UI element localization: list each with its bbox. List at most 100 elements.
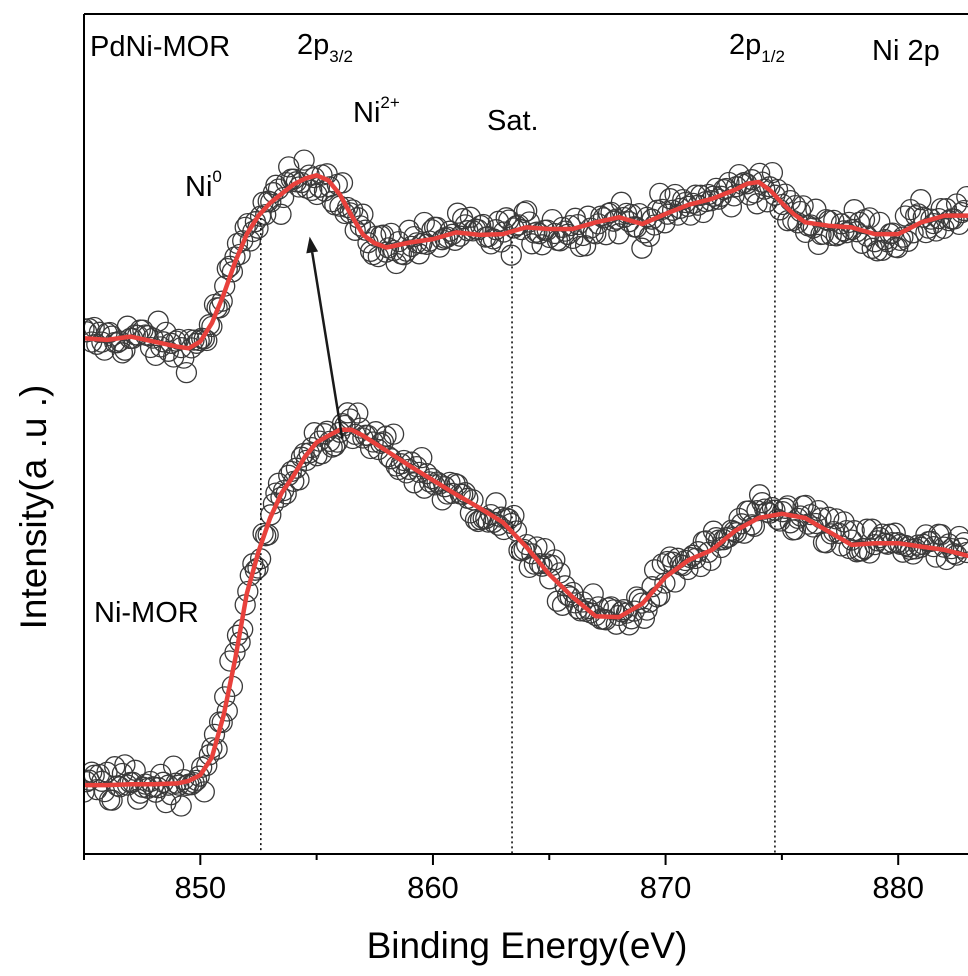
data-point	[656, 550, 679, 573]
data-point	[710, 536, 732, 559]
data-point	[270, 203, 292, 225]
data-point	[956, 185, 968, 208]
data-point	[597, 202, 620, 225]
data-point	[815, 208, 837, 231]
data-point	[674, 549, 697, 572]
data-point	[464, 509, 487, 531]
data-point	[278, 156, 300, 178]
data-point	[649, 182, 671, 205]
plot-frame	[83, 13, 968, 855]
shift-arrow	[306, 236, 344, 439]
data-point	[792, 195, 814, 217]
reference-lines	[259, 195, 776, 854]
arrow-shaft	[310, 252, 344, 439]
data-point	[354, 219, 377, 241]
data-point	[485, 492, 507, 514]
data-point	[221, 261, 244, 283]
x-axis-title: Binding Energy(eV)	[367, 925, 688, 966]
data-point	[96, 761, 118, 783]
arrow-head	[306, 236, 319, 254]
data-point	[106, 332, 128, 354]
data-point	[720, 519, 743, 541]
y-axis-title: Intensity(a .u .)	[13, 385, 54, 630]
data-point	[715, 527, 737, 549]
data-point	[139, 770, 162, 793]
data-point	[139, 336, 162, 359]
data-point	[631, 237, 653, 259]
data-point	[633, 607, 656, 629]
data-point	[925, 220, 947, 242]
data-point	[147, 777, 169, 799]
data-point	[137, 325, 159, 347]
x-tick-label: 850	[174, 870, 226, 905]
label-sat: Sat.	[487, 105, 539, 137]
data-point	[516, 200, 538, 222]
data-point	[88, 321, 111, 343]
data-point	[771, 501, 794, 523]
data-point	[211, 290, 233, 312]
data-point	[951, 537, 968, 559]
data-point	[951, 201, 968, 224]
label-ni2plus: Ni2+	[353, 93, 400, 129]
x-axis-ticks: 850 860 870 880	[83, 854, 924, 905]
data-markers	[84, 149, 968, 817]
label-ni-2p: Ni 2p	[872, 35, 940, 67]
data-point	[556, 584, 579, 606]
x-tick-label: 860	[407, 870, 459, 905]
data-point	[843, 520, 865, 542]
data-point	[654, 572, 676, 594]
data-point	[101, 789, 123, 811]
label-ni-mor: Ni-MOR	[94, 597, 199, 629]
data-point	[347, 402, 369, 424]
fit-curve	[84, 427, 968, 788]
data-point	[446, 202, 469, 224]
data-point	[920, 530, 942, 552]
data-point	[544, 549, 566, 571]
data-point	[382, 423, 405, 445]
data-point	[720, 196, 743, 218]
data-point	[500, 244, 522, 266]
label-pdni-mor: PdNi-MOR	[90, 31, 230, 63]
data-point	[493, 518, 515, 541]
data-point	[155, 791, 177, 814]
data-point	[595, 224, 617, 246]
data-point	[321, 436, 343, 458]
data-point	[526, 221, 548, 243]
data-point	[193, 328, 215, 350]
data-point	[953, 199, 968, 222]
data-point	[111, 342, 134, 364]
data-point	[84, 318, 95, 340]
data-point	[638, 225, 661, 247]
data-point	[559, 586, 581, 608]
data-point	[641, 576, 663, 598]
data-point	[805, 512, 827, 535]
data-point	[170, 795, 192, 817]
data-point	[339, 202, 361, 224]
data-point	[784, 518, 807, 541]
data-point	[858, 207, 881, 229]
data-point	[835, 222, 858, 244]
data-point	[183, 329, 205, 351]
x-tick-label: 870	[640, 870, 692, 905]
data-point	[531, 234, 553, 256]
data-point	[746, 193, 768, 215]
data-point	[480, 503, 502, 526]
data-point	[818, 506, 840, 528]
data-point	[147, 310, 169, 332]
data-point	[380, 222, 402, 245]
data-point	[892, 226, 914, 248]
data-point	[362, 431, 384, 453]
annotations: PdNi-MOR Ni-MOR Ni 2p 2p3/2 2p1/2 Ni0 Ni…	[90, 29, 940, 629]
data-point	[869, 527, 891, 549]
label-2p12: 2p1/2	[729, 29, 785, 66]
data-point	[411, 446, 433, 469]
data-point	[188, 765, 210, 787]
data-point	[582, 583, 604, 605]
data-point	[196, 754, 218, 777]
label-2p32: 2p3/2	[297, 29, 353, 66]
data-point	[669, 197, 691, 220]
data-point	[580, 602, 602, 624]
data-point	[324, 435, 346, 457]
data-point	[851, 232, 873, 254]
